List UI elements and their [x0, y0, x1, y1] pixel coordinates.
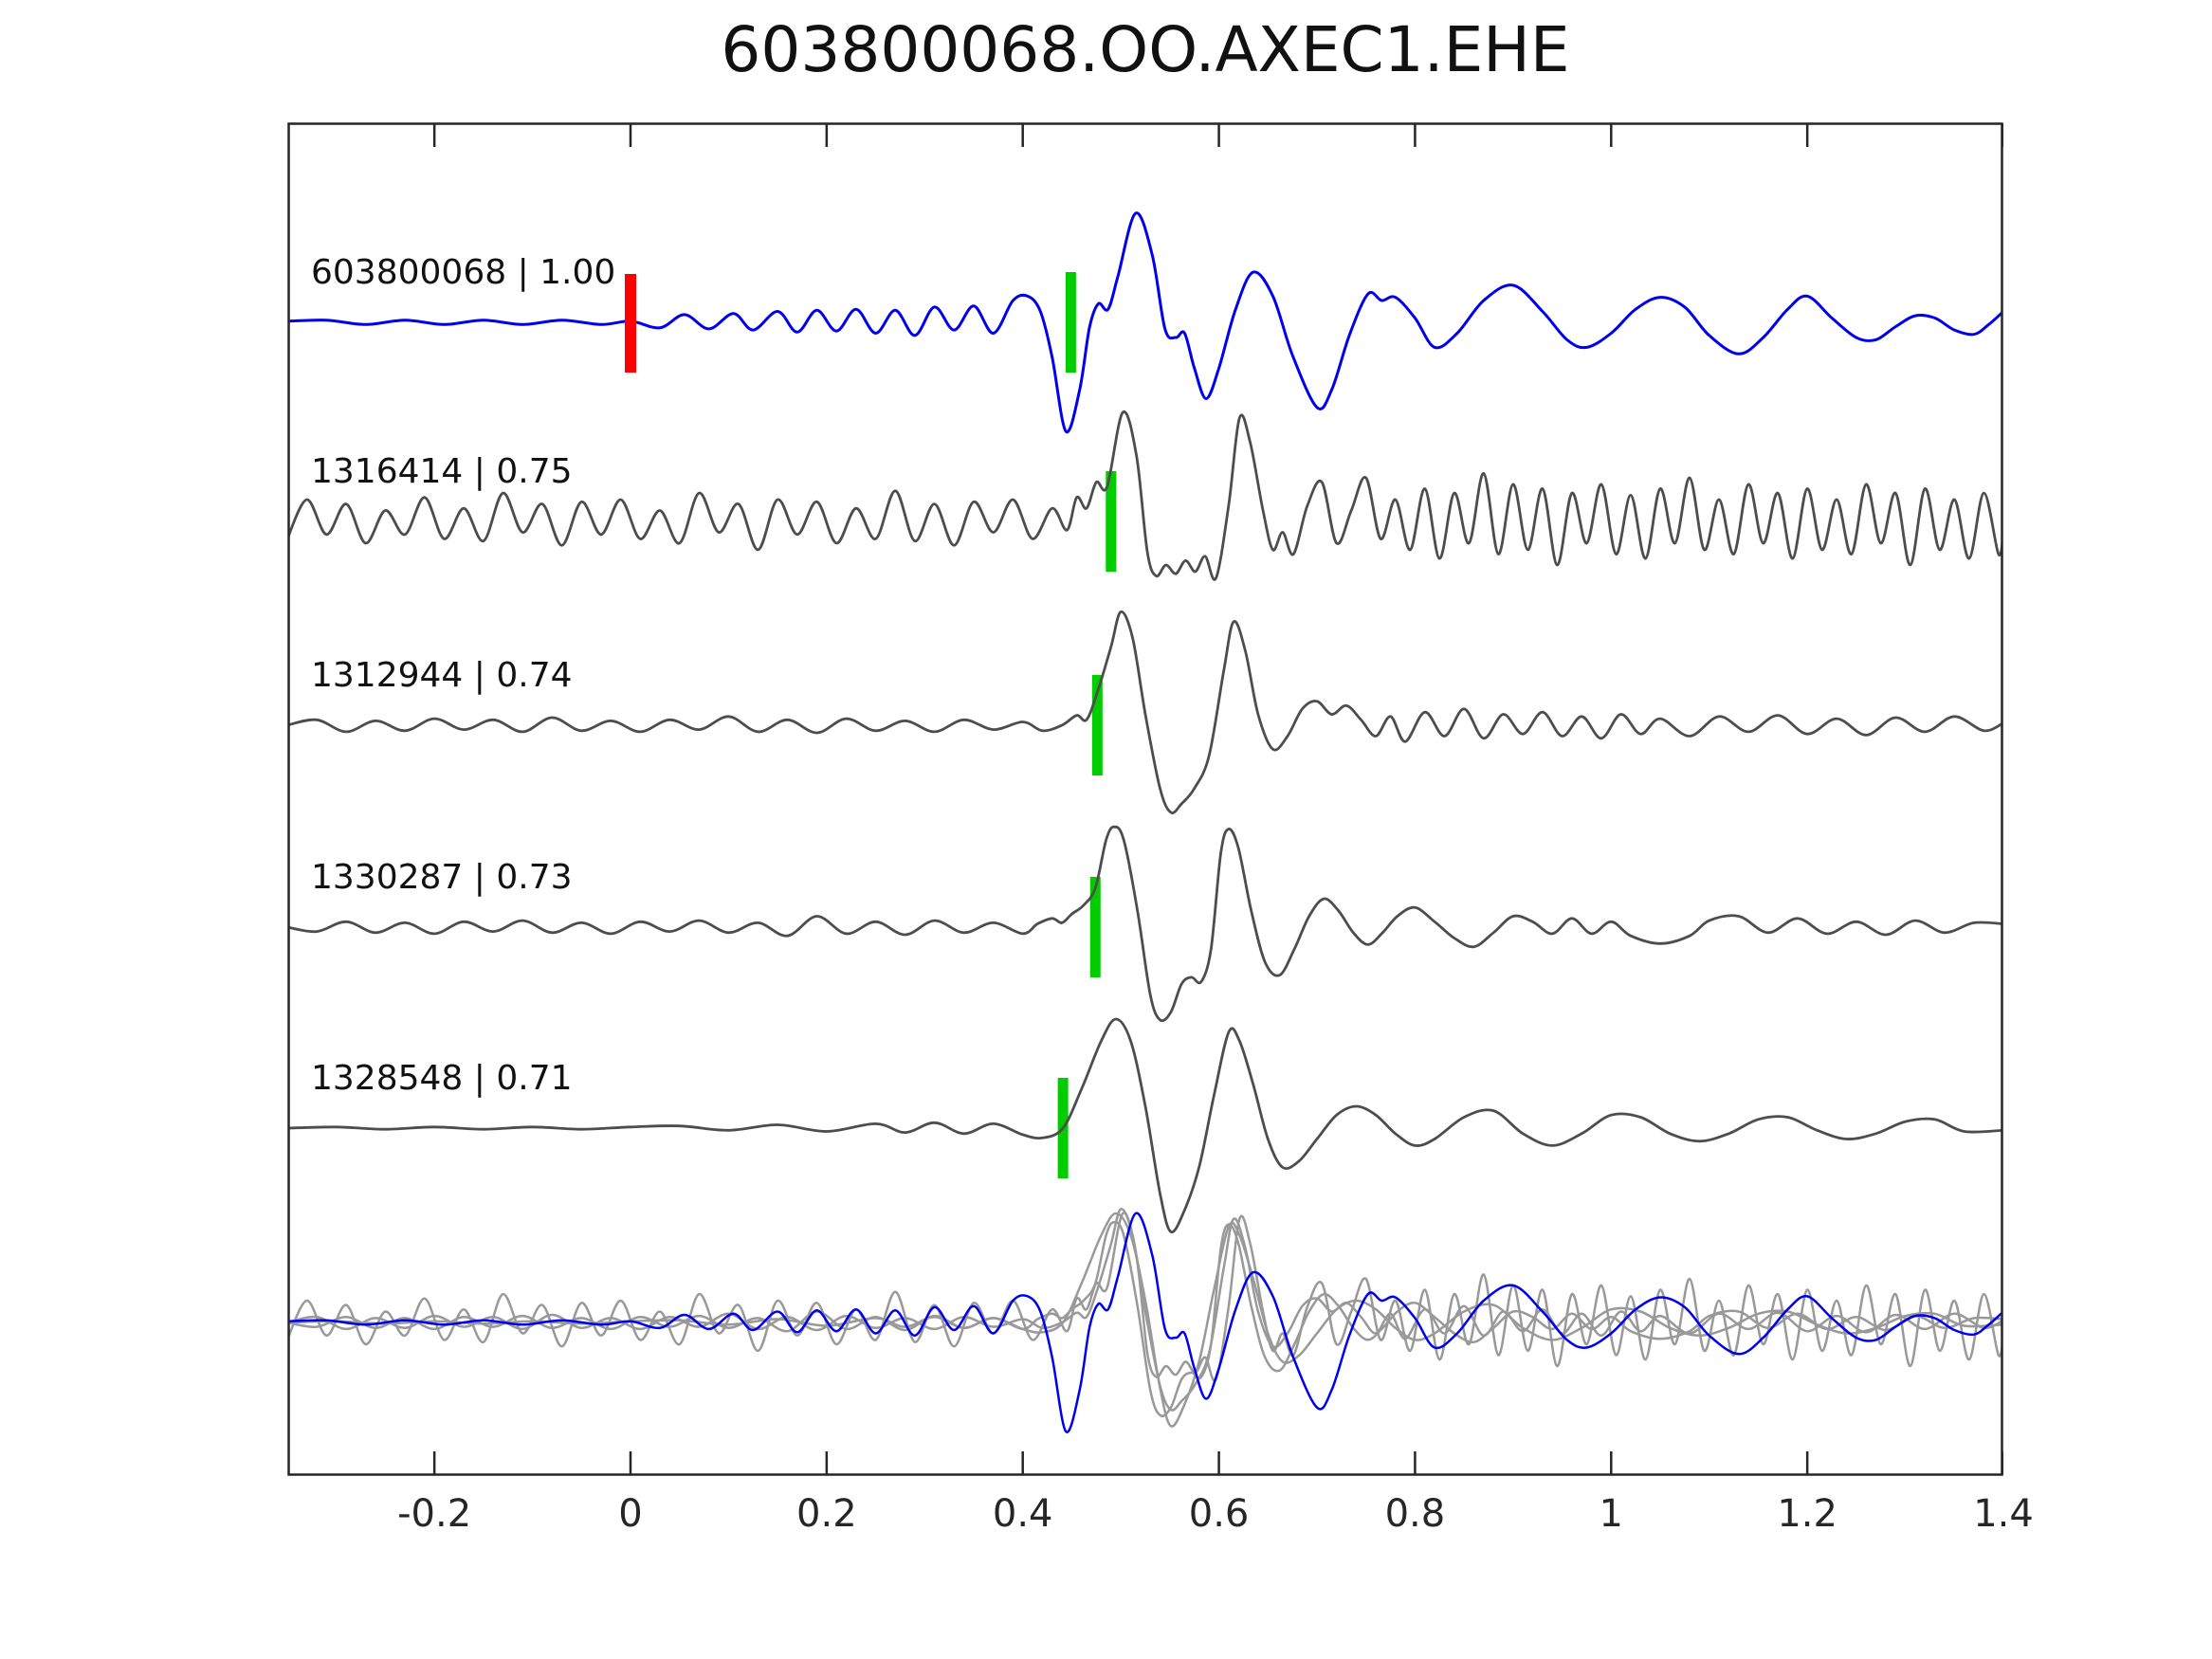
chart-title: 603800068.OO.AXEC1.EHE [721, 13, 1570, 86]
trace-path-1 [289, 410, 2002, 581]
trace-label-detection-3: 1330287 | 0.73 [311, 858, 573, 897]
trace-label-detection-2: 1312944 | 0.74 [311, 656, 573, 695]
x-tick-label: 1 [1599, 1492, 1623, 1536]
x-tick-label: -0.2 [397, 1492, 472, 1536]
trace-path-3 [289, 825, 2002, 1023]
plot-area: 603800068 | 1.00 1316414 | 0.75 1312944 … [287, 122, 2003, 1476]
stack-trace-path-0 [289, 1212, 2002, 1433]
traces-group [289, 211, 2002, 1433]
waveform-canvas [287, 122, 2003, 1476]
x-tick-label: 0 [618, 1492, 643, 1536]
x-tick-label: 1.4 [1973, 1492, 2034, 1536]
x-tick-label: 1.2 [1777, 1492, 1837, 1536]
stack-trace-path-4 [289, 1212, 2002, 1428]
trace-path-2 [289, 610, 2002, 814]
plot-border [287, 122, 2003, 1476]
x-tick-label: 0.4 [992, 1492, 1053, 1536]
trace-label-template: 603800068 | 1.00 [311, 253, 616, 292]
trace-label-detection-1: 1316414 | 0.75 [311, 452, 573, 491]
trace-label-detection-4: 1328548 | 0.71 [311, 1059, 573, 1098]
trace-path-0 [289, 211, 2002, 434]
x-tick-label: 0.2 [796, 1492, 857, 1536]
trace-path-4 [289, 1017, 2002, 1233]
x-tick-label: 0.8 [1384, 1492, 1446, 1536]
x-tick-label: 0.6 [1188, 1492, 1250, 1536]
